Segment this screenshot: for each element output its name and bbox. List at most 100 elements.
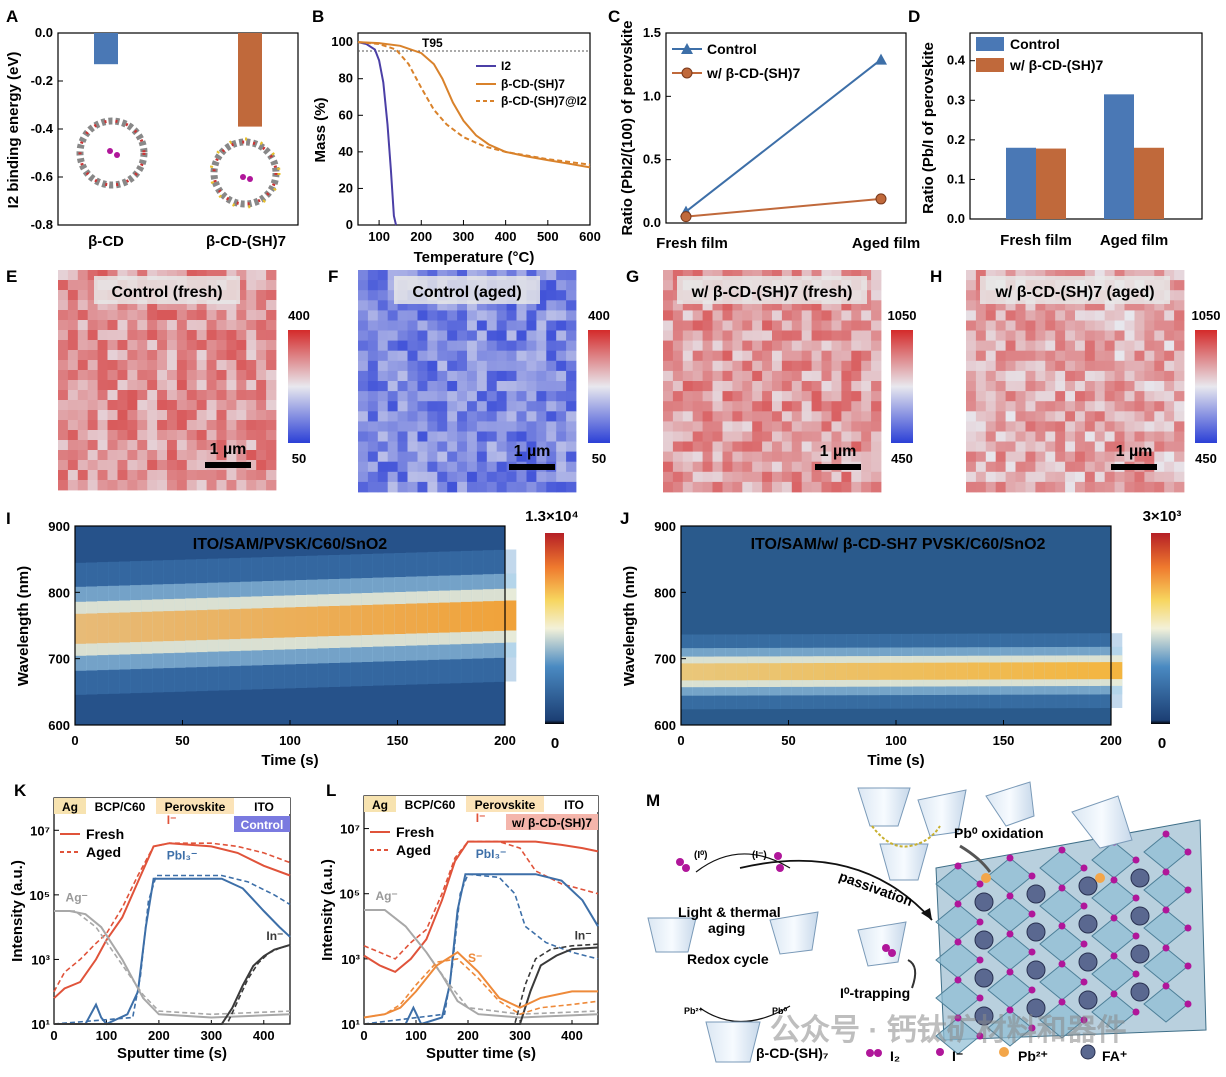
map-pixel — [722, 411, 733, 422]
map-pixel — [236, 330, 247, 341]
map-pixel — [437, 401, 448, 412]
map-pixel — [117, 440, 128, 451]
map-pixel — [506, 391, 517, 402]
map-pixel — [427, 350, 438, 362]
a-ytick-label: -0.6 — [31, 169, 53, 184]
map-pixel — [246, 450, 257, 461]
map-pixel — [167, 350, 178, 361]
map-pixel — [137, 300, 148, 311]
map-pixel — [476, 381, 488, 392]
map-pixel — [821, 340, 832, 352]
map-pixel — [87, 480, 98, 491]
map-pixel — [77, 290, 89, 301]
map-pixel — [496, 270, 507, 281]
map-pixel — [791, 330, 803, 341]
map-pixel — [672, 431, 684, 442]
map-pixel — [781, 411, 793, 422]
map-pixel — [1094, 441, 1106, 452]
map-pixel — [1065, 270, 1076, 281]
map-pixel — [377, 451, 389, 463]
map-pixel — [87, 370, 98, 381]
map-pixel — [556, 481, 567, 493]
map-pixel — [1005, 310, 1016, 321]
xtick-label: 100 — [405, 1028, 427, 1043]
map-pixel — [851, 431, 862, 442]
band-cell — [494, 600, 506, 631]
map-pixel — [216, 450, 227, 461]
map-pixel — [216, 300, 227, 311]
map-pixel — [536, 441, 547, 452]
map-pixel — [246, 310, 257, 321]
map-pixel — [772, 421, 783, 432]
ytick-label: 10⁵ — [29, 888, 50, 903]
map-pixel — [742, 401, 753, 412]
map-pixel — [1124, 441, 1135, 452]
map-pixel — [186, 400, 198, 411]
map-pixel — [1065, 461, 1076, 473]
panel-m: Pb⁰ oxidation passivation (I⁰) (I⁻) Ligh… — [647, 781, 1207, 1064]
map-pixel — [246, 290, 257, 301]
map-pixel — [536, 401, 547, 412]
map-pixel — [358, 270, 369, 281]
map-pixel — [762, 270, 773, 281]
map-pixel — [566, 340, 577, 352]
iodide-ion — [1110, 952, 1118, 960]
map-pixel — [995, 350, 1006, 362]
map-pixel — [791, 441, 803, 452]
d-ytick-label: 0.1 — [947, 171, 965, 186]
iodide-ion — [1132, 894, 1140, 902]
map-pixel — [186, 470, 198, 481]
map-pixel — [1104, 310, 1115, 321]
map-pixel — [556, 310, 567, 321]
map-pixel — [107, 370, 118, 381]
band-cell — [482, 601, 495, 632]
map-pixel — [975, 391, 987, 402]
panel-b-xlabel: Temperature (°C) — [414, 249, 535, 266]
map-pixel — [772, 310, 783, 321]
map-pixel — [722, 431, 733, 442]
map-pixel — [1174, 340, 1185, 352]
map-pixel — [437, 320, 448, 331]
map-pixel — [1094, 401, 1106, 412]
xtick-label: 150 — [387, 733, 409, 748]
map-pixel — [742, 441, 753, 452]
map-pixel — [821, 270, 832, 281]
map-pixel — [1075, 360, 1086, 372]
panel-c-ylabel: Ratio (PbI2/(100) of perovskite — [619, 20, 636, 235]
map-pixel — [546, 330, 557, 341]
map-pixel — [467, 401, 478, 412]
map-pixel — [167, 450, 178, 461]
map-pixel — [486, 451, 498, 463]
map-pixel — [147, 330, 158, 341]
map-pixel — [1094, 481, 1106, 493]
map-pixel — [496, 461, 507, 473]
map-pixel — [216, 420, 227, 431]
map-pixel — [752, 441, 763, 452]
map-pixel — [97, 330, 108, 341]
map-pixel — [1045, 441, 1056, 452]
b-series-2 — [357, 41, 591, 166]
map-pixel — [387, 461, 398, 473]
map-pixel — [216, 330, 227, 341]
map-pixel — [387, 481, 398, 493]
map-pixel — [107, 390, 118, 401]
map-title-box — [980, 276, 1170, 304]
map-pixel — [58, 290, 69, 301]
map-pixel — [176, 460, 188, 471]
map-pixel — [851, 421, 862, 432]
map-pixel — [427, 300, 438, 311]
series-aged-3 — [54, 944, 291, 1025]
arrow-top-cycle — [695, 853, 791, 873]
map-pixel — [407, 340, 418, 352]
map-pixel — [851, 270, 862, 281]
map-pixel — [367, 401, 379, 412]
map-pixel — [467, 330, 478, 341]
map-pixel — [791, 411, 803, 422]
band-cell — [471, 601, 484, 632]
legend-aged: Aged — [86, 844, 121, 860]
map-pixel — [752, 391, 763, 402]
map-pixel — [742, 481, 753, 493]
map-pixel — [702, 391, 713, 402]
map-pixel — [516, 451, 527, 463]
map-cbar-min: 450 — [891, 451, 913, 466]
